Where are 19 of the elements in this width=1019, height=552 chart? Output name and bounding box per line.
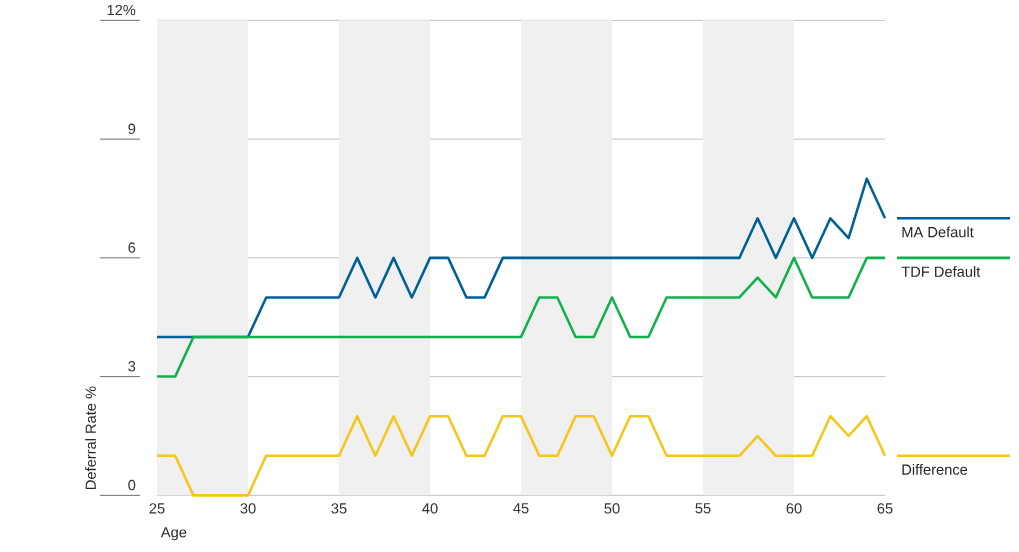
- x-tick-label: 60: [786, 503, 802, 514]
- x-tick-label: 25: [149, 503, 165, 514]
- x-axis-title: Age: [160, 527, 187, 541]
- y-tick-label: 6: [128, 242, 136, 253]
- series-label: MA Default: [902, 226, 974, 238]
- x-tick-label: 65: [877, 503, 893, 514]
- x-tick-label: 30: [240, 503, 256, 514]
- series-label: TDF Default: [901, 265, 981, 277]
- series-label: Difference: [902, 463, 968, 475]
- y-tick-label: 9: [128, 123, 136, 134]
- y-tick-label: 12%: [107, 4, 136, 16]
- x-tick-label: 55: [695, 503, 711, 514]
- x-tick-label: 45: [513, 503, 529, 514]
- y-tick-label: 3: [128, 360, 136, 372]
- x-tick-label: 35: [331, 503, 347, 514]
- y-axis-title: Deferral Rate %: [85, 386, 96, 489]
- x-tick-label: 50: [604, 503, 620, 514]
- y-tick-label: 0: [128, 479, 136, 491]
- x-tick-label: 40: [422, 503, 438, 514]
